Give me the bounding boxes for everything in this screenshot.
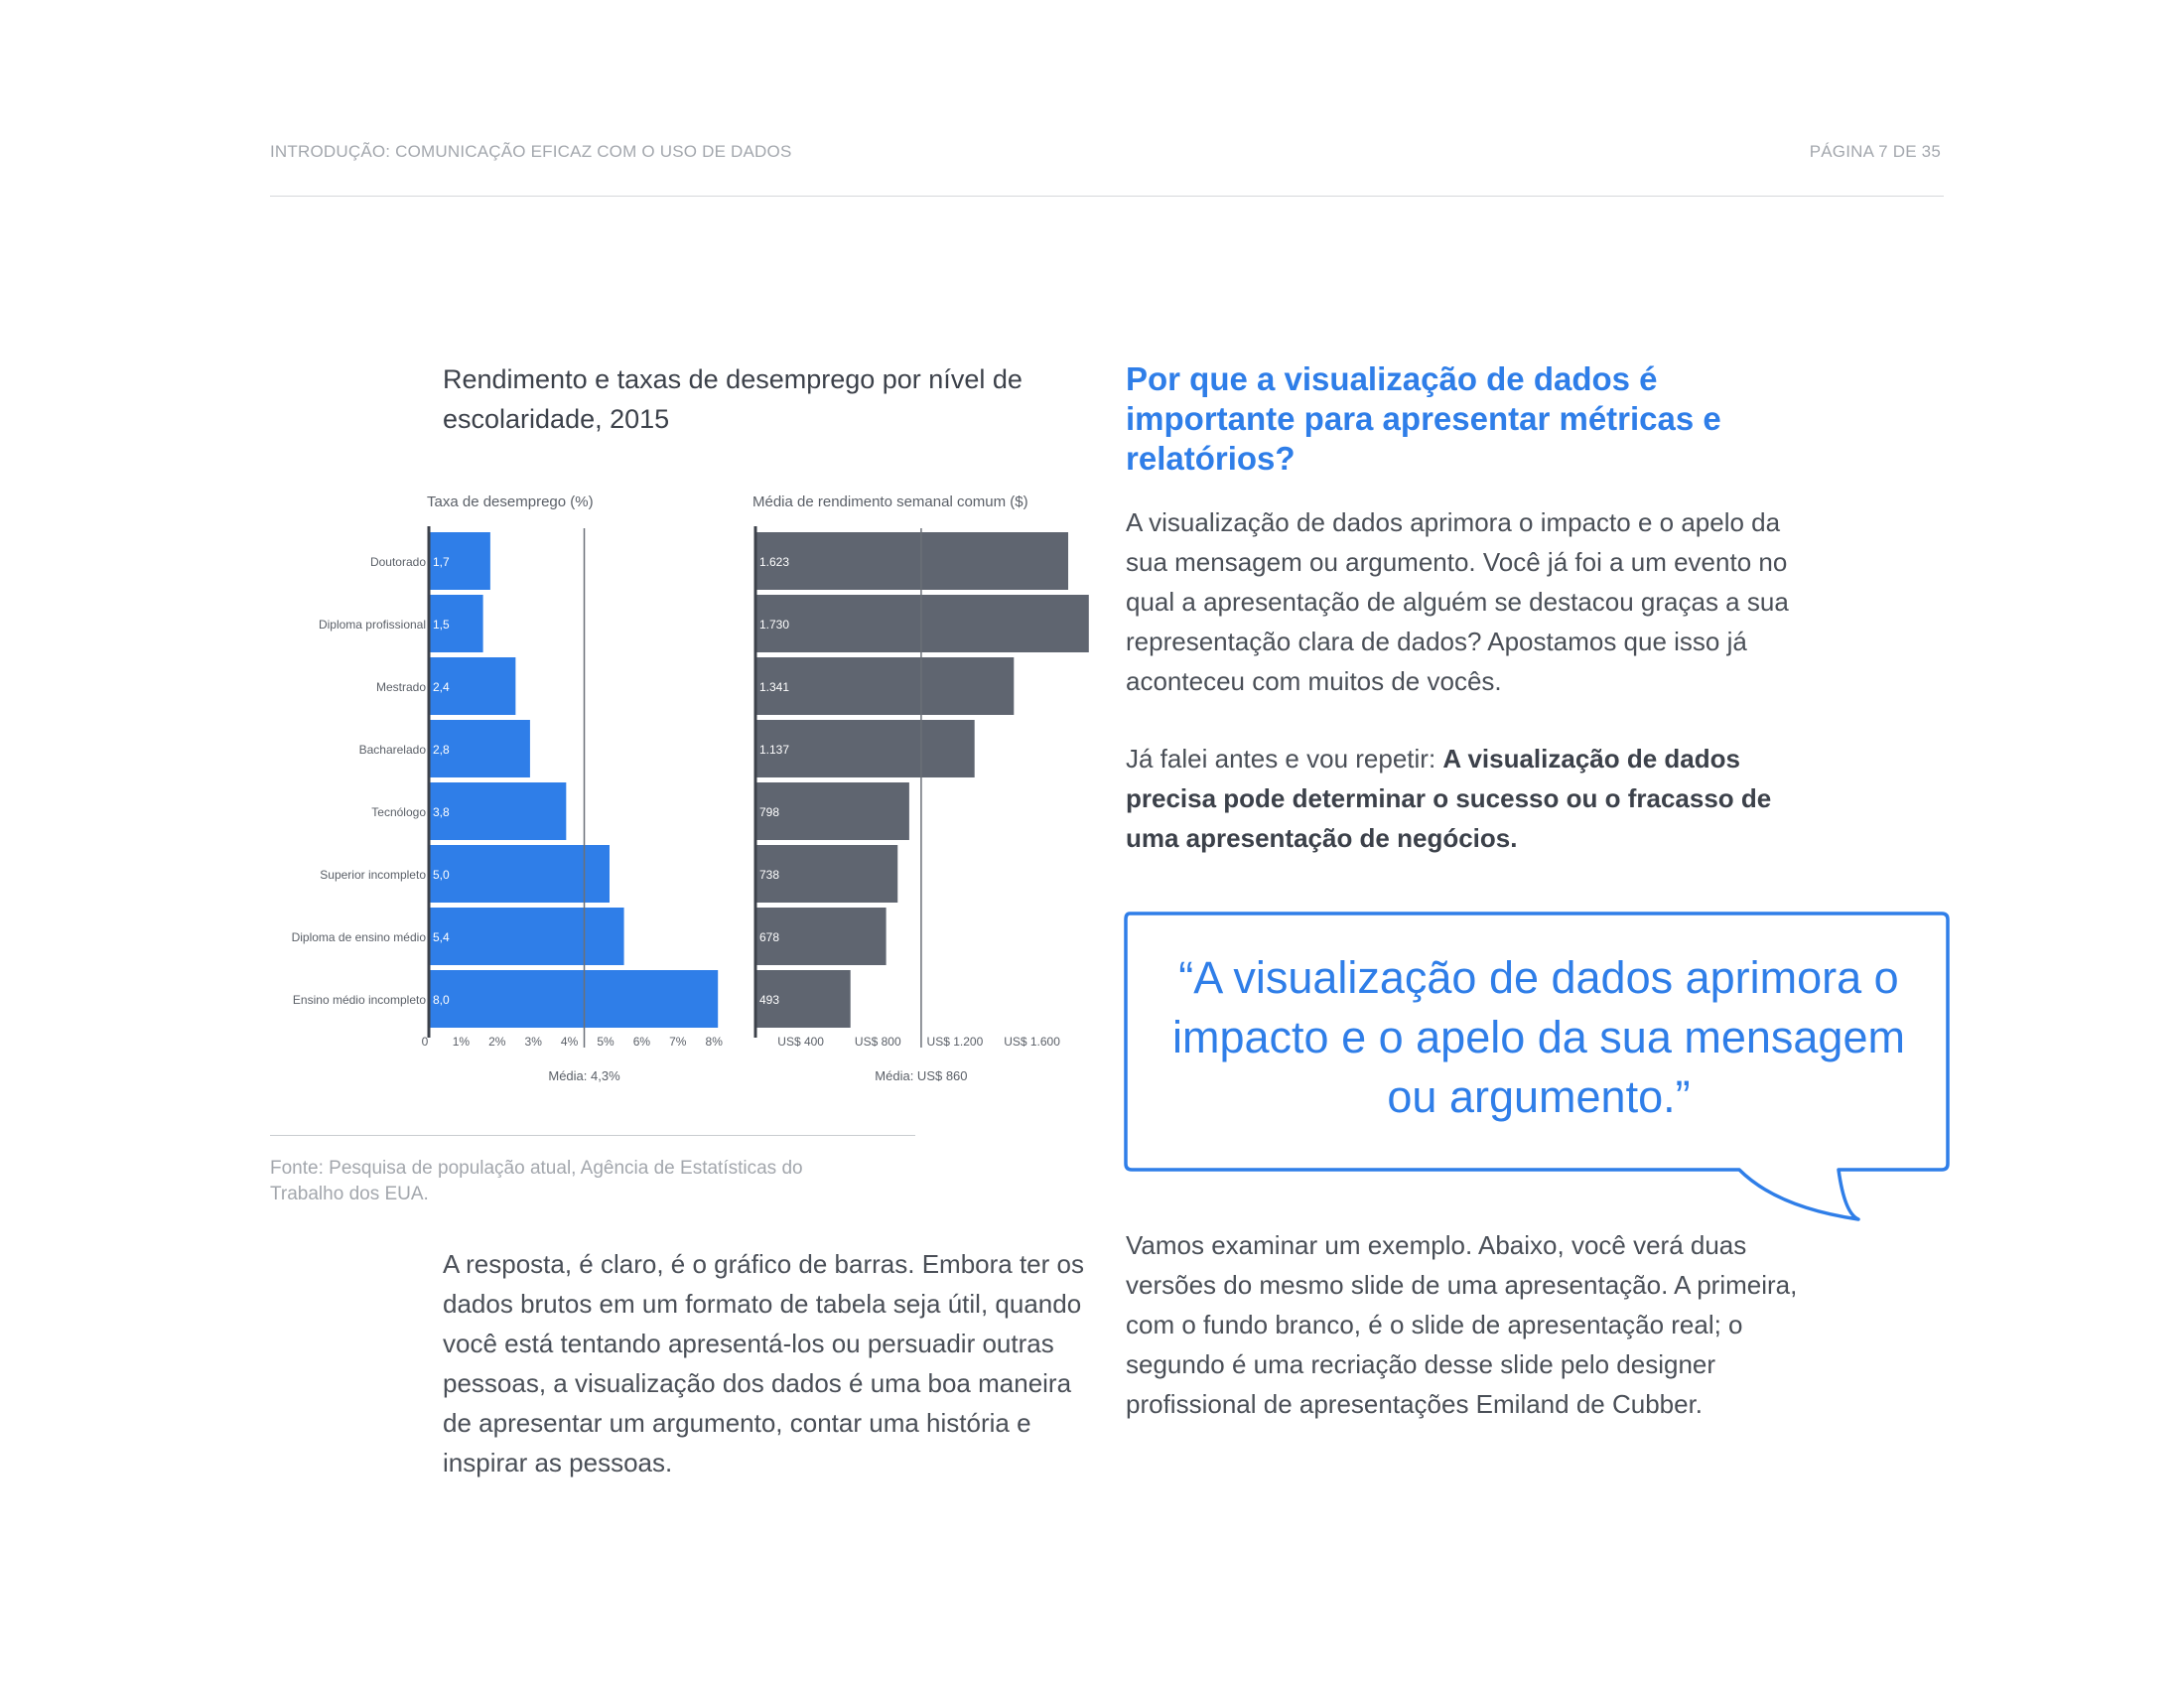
earnings-value-label: 493 [759,993,779,1007]
panel-title-unemployment: Taxa de desemprego (%) [427,493,594,510]
pull-quote: “A visualização de dados aprimora o impa… [1172,952,1905,1122]
earnings-bar [755,720,975,777]
earnings-tick-label: US$ 400 [777,1035,824,1049]
unemployment-bar [429,657,516,715]
earnings-value-label: 1.137 [759,743,789,757]
paragraph-emphasis-intro: Já falei antes e vou repetir: [1126,744,1443,774]
unemployment-bar [429,595,483,652]
earnings-value-label: 798 [759,805,779,819]
earnings-bar [755,908,887,965]
earnings-value-label: 1.623 [759,555,789,569]
unemployment-tick-label: 8% [706,1035,724,1049]
category-label: Mestrado [376,680,426,694]
chart-divider [270,1135,915,1136]
unemployment-value-label: 8,0 [433,993,450,1007]
header-title: INTRODUÇÃO: COMUNICAÇÃO EFICAZ COM O USO… [270,142,792,161]
page-number: PÁGINA 7 DE 35 [1809,142,1941,161]
earnings-bar [755,782,909,840]
paragraph-emphasis-bold: A visualização de dados precisa pode det… [1126,744,1772,853]
unemployment-tick-label: 3% [525,1035,543,1049]
earnings-tick-label: US$ 1.600 [1004,1035,1060,1049]
earnings-bar [755,970,851,1028]
earnings-value-label: 1.341 [759,680,789,694]
unemployment-value-label: 5,4 [433,930,450,944]
earnings-average-label: Média: US$ 860 [875,1068,967,1083]
unemployment-tick-label: 5% [597,1035,614,1049]
unemployment-tick-label: 0 [422,1035,429,1049]
unemployment-value-label: 2,8 [433,743,450,757]
earnings-tick-label: US$ 800 [855,1035,901,1049]
unemployment-tick-label: 2% [488,1035,506,1049]
unemployment-bar [429,782,567,840]
chart-title: Rendimento e taxas de desemprego por nív… [443,364,1023,434]
header-divider [270,196,1944,197]
unemployment-tick-label: 6% [633,1035,651,1049]
earnings-bar [755,845,898,903]
earnings-value-label: 1.730 [759,618,789,632]
unemployment-value-label: 5,0 [433,868,450,882]
paragraph-intro: A visualização de dados aprimora o impac… [1126,507,1789,696]
unemployment-average-label: Média: 4,3% [548,1068,620,1083]
paragraph-emphasis: Já falei antes e vou repetir: A visualiz… [1126,739,1801,858]
panel-title-earnings: Média de rendimento semanal comum ($) [752,493,1028,510]
chart-source: Fonte: Pesquisa de população atual, Agên… [270,1158,803,1204]
category-label: Tecnólogo [371,805,426,819]
earnings-bar [755,657,1015,715]
category-label: Doutorado [370,555,426,569]
earnings-value-label: 678 [759,930,779,944]
unemployment-bar [429,908,624,965]
category-label: Diploma de ensino médio [292,930,427,944]
earnings-bar [755,595,1089,652]
earnings-bar [755,532,1069,590]
unemployment-tick-label: 4% [561,1035,579,1049]
unemployment-value-label: 2,4 [433,680,450,694]
speech-bubble [1124,912,1950,1221]
category-label: Ensino médio incompleto [293,993,426,1007]
unemployment-value-label: 1,5 [433,618,450,632]
earnings-value-label: 738 [759,868,779,882]
bar-chart: Taxa de desemprego (%) Doutorado 1,7 Diplom… [292,493,1089,1083]
earnings-tick-label: US$ 1.200 [927,1035,984,1049]
section-heading: Por que a visualização de dados é import… [1126,360,1721,477]
category-label: Superior incompleto [320,868,426,882]
left-body-text: A resposta, é claro, é o gráfico de barr… [443,1249,1084,1477]
unemployment-value-label: 3,8 [433,805,450,819]
unemployment-value-label: 1,7 [433,555,450,569]
category-label: Bacharelado [359,743,427,757]
category-label: Diploma profissional [319,618,426,632]
paragraph-example: Vamos examinar um exemplo. Abaixo, você … [1126,1230,1798,1419]
unemployment-bar [429,720,530,777]
unemployment-bar [429,970,719,1028]
unemployment-bar [429,845,610,903]
unemployment-tick-label: 1% [453,1035,471,1049]
unemployment-bar [429,532,490,590]
unemployment-tick-label: 7% [669,1035,687,1049]
